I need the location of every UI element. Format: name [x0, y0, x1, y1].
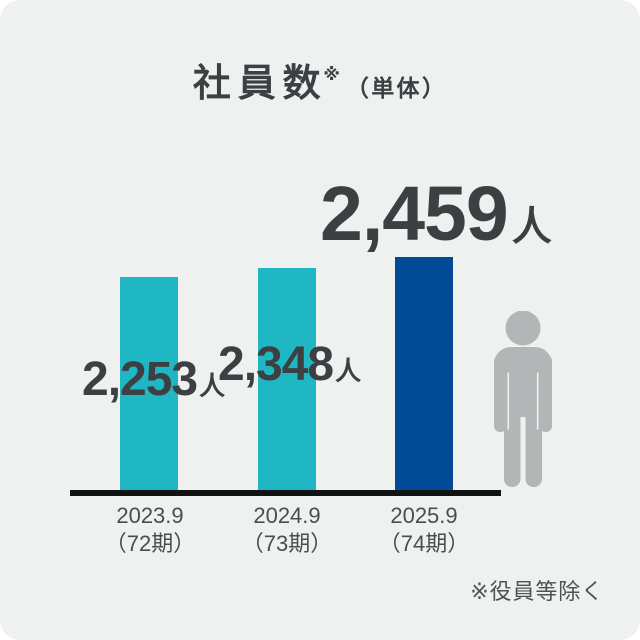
- x-tick-2025: 2025.9 （74期）: [344, 502, 504, 558]
- value-2025: 2,459: [320, 171, 509, 257]
- x-tick-year-2025: 2025.9: [390, 503, 458, 528]
- x-tick-year-2024: 2024.9: [253, 503, 321, 528]
- x-tick-2024: 2024.9 （73期）: [207, 502, 367, 558]
- x-axis-line: [70, 490, 501, 496]
- bar-2024: [258, 268, 316, 493]
- value-label-2025: 2,459 人: [320, 176, 552, 253]
- x-tick-term-2024: （73期）: [241, 531, 333, 556]
- chart-title: 社員数※ （単体）: [0, 52, 640, 107]
- value-unit-2024: 人: [335, 356, 362, 386]
- x-tick-term-2025: （74期）: [378, 531, 470, 556]
- value-unit-2023: 人: [199, 371, 226, 401]
- person-icon: [494, 311, 552, 487]
- title-note-mark: ※: [323, 65, 340, 84]
- bar-2023: [120, 277, 178, 493]
- chart-title-text: 社員数: [192, 63, 328, 105]
- x-tick-year-2023: 2023.9: [116, 503, 184, 528]
- bar-2025: [395, 257, 453, 493]
- x-tick-2023: 2023.9 （72期）: [70, 502, 230, 558]
- value-2023: 2,253: [82, 353, 198, 406]
- value-label-2023: 2,253人: [82, 356, 225, 404]
- chart-footnote: ※役員等除く: [470, 579, 604, 604]
- title-qualifier: （単体）: [345, 75, 448, 101]
- value-2024: 2,348: [218, 338, 334, 391]
- x-tick-term-2023: （72期）: [104, 531, 196, 556]
- value-unit-2025: 人: [511, 205, 552, 249]
- value-label-2024: 2,348人: [218, 341, 361, 389]
